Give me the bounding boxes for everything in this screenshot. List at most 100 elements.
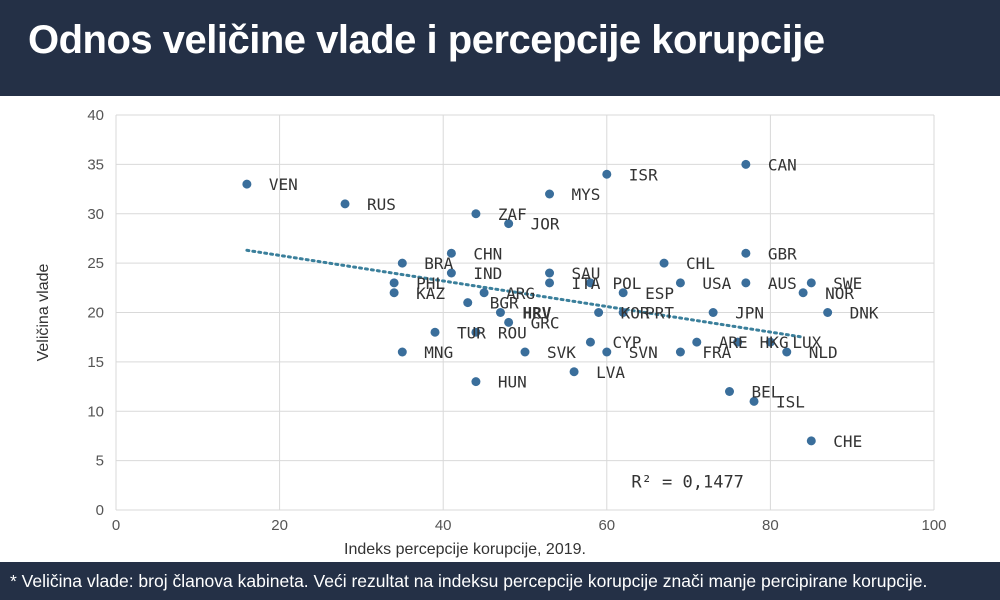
point-label-chl: CHL	[686, 254, 715, 273]
footnote-bar: * Veličina vlade: broj članova kabineta.…	[0, 562, 1000, 600]
data-point-esp	[618, 288, 628, 298]
point-label-hkg: HKG	[760, 333, 789, 352]
point-label-jor: JOR	[531, 215, 560, 234]
data-point-ita	[545, 278, 555, 288]
data-point-can	[741, 159, 751, 169]
data-point-fra	[675, 347, 685, 357]
y-axis-title: Veličina vlade	[35, 263, 52, 361]
data-point-chl	[659, 258, 669, 268]
y-tick-label: 10	[87, 403, 104, 420]
data-point-cyp	[585, 337, 595, 347]
y-tick-label: 30	[87, 206, 104, 223]
data-point-bra	[397, 258, 407, 268]
data-point-arg	[479, 288, 489, 298]
scatter-plot: 0 20 40 60 80 100 0 5 10 15 20 25 30 35 40 VEN RUS ISR C…	[35, 107, 947, 558]
x-tick-labels: 0 20 40 60 80 100	[112, 517, 947, 534]
point-label-kaz: KAZ	[416, 284, 445, 303]
point-label-svn: SVN	[629, 343, 658, 362]
x-axis-title: Indeks percepcije korupcije, 2019.	[344, 541, 586, 558]
data-point-che	[806, 436, 816, 446]
chart-area: 0 20 40 60 80 100 0 5 10 15 20 25 30 35 40 VEN RUS ISR C…	[0, 96, 1000, 562]
y-tick-labels: 0 5 10 15 20 25 30 35 40	[87, 107, 104, 519]
point-label-rou: ROU	[498, 323, 527, 342]
data-point-zaf	[471, 209, 481, 219]
data-point-rus	[340, 199, 350, 209]
point-label-phl: PHL	[416, 274, 445, 293]
data-point-nld	[782, 347, 792, 357]
point-label-pol: POL	[612, 274, 641, 293]
point-label-fra: FRA	[702, 343, 731, 362]
point-label-gbr: GBR	[768, 244, 797, 263]
data-point-lux	[765, 337, 775, 347]
data-point-svn	[602, 347, 612, 357]
point-label-lux: LUX	[792, 333, 821, 352]
point-label-hun: HUN	[498, 373, 527, 392]
footnote: * Veličina vlade: broj članova kabineta.…	[10, 571, 928, 591]
r-squared-annotation: R² = 0,1477	[631, 472, 744, 492]
data-point-prt	[618, 308, 628, 317]
point-label-hrv: HRV	[522, 304, 551, 323]
trend-line	[245, 248, 805, 339]
page-title: Odnos veličine vlade i percepcije korupc…	[28, 18, 825, 62]
point-label-usa: USA	[702, 274, 731, 293]
data-point-ven	[242, 179, 252, 189]
point-label-swe: SWE	[833, 274, 862, 293]
point-label-are: ARE	[719, 333, 748, 352]
y-tick-label: 35	[87, 156, 104, 173]
point-label-bel: BEL	[752, 383, 781, 402]
data-point-grc	[504, 317, 514, 327]
x-tick-label: 0	[112, 517, 120, 534]
point-label-grc: GRC	[531, 313, 560, 332]
data-point-lva	[569, 367, 579, 377]
x-tick-label: 20	[271, 517, 288, 534]
data-point-isl	[749, 396, 759, 406]
data-point-hun	[471, 377, 481, 387]
data-point-are	[692, 337, 702, 347]
point-label-lva: LVA	[596, 363, 625, 382]
data-point-phl	[389, 278, 399, 288]
data-point-swe	[806, 278, 816, 288]
data-point-pol	[585, 278, 595, 288]
point-label-nor: NOR	[825, 284, 854, 303]
data-point-dnk	[823, 308, 833, 317]
point-label-aus: AUS	[768, 274, 797, 293]
data-point-jpn	[708, 308, 718, 317]
point-label-jpn: JPN	[735, 304, 764, 323]
point-label-bgr: BGR	[490, 294, 519, 313]
x-tick-label: 80	[762, 517, 779, 534]
point-label-svk: SVK	[547, 343, 576, 362]
data-point-mng	[397, 347, 407, 357]
x-tick-label: 60	[598, 517, 615, 534]
data-point-kaz	[389, 288, 399, 298]
title-bar: Odnos veličine vlade i percepcije korupc…	[0, 0, 1000, 96]
point-label-bra: BRA	[424, 254, 453, 273]
data-point-bgr	[463, 298, 473, 308]
data-point-gbr	[741, 248, 751, 258]
data-point-mys	[545, 189, 555, 199]
point-label-ita: ITA	[572, 274, 601, 293]
y-tick-label: 25	[87, 255, 104, 272]
point-label-esp: ESP	[645, 284, 674, 303]
data-point-sau	[545, 268, 555, 278]
point-label-che: CHE	[833, 432, 862, 451]
point-label-rus: RUS	[367, 195, 396, 214]
y-tick-label: 20	[87, 305, 104, 322]
point-label-isl: ISL	[776, 392, 805, 411]
gridlines	[115, 114, 935, 511]
point-label-prt: PRT	[645, 304, 674, 323]
point-label-nld: NLD	[809, 343, 838, 362]
y-tick-label: 15	[87, 354, 104, 371]
y-tick-label: 5	[96, 453, 104, 470]
point-label-can: CAN	[768, 155, 797, 174]
data-points	[242, 159, 833, 446]
point-label-tur: TUR	[457, 323, 486, 342]
point-label-cyp: CYP	[612, 333, 641, 352]
data-point-isr	[602, 169, 612, 179]
x-tick-label: 100	[921, 517, 946, 534]
data-point-kor	[594, 308, 604, 317]
point-label-mys: MYS	[572, 185, 601, 204]
data-point-hkg	[733, 337, 743, 347]
point-label-dnk: DNK	[850, 304, 879, 323]
data-point-aus	[741, 278, 751, 288]
